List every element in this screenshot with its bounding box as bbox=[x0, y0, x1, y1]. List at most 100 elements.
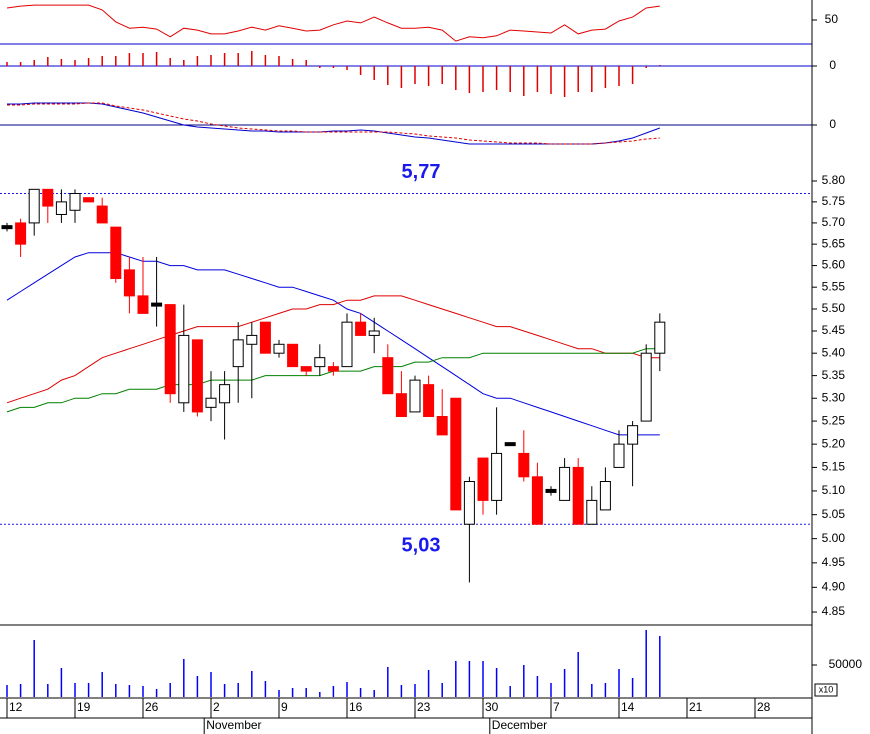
bar bbox=[659, 636, 661, 697]
bar bbox=[455, 66, 457, 90]
bar bbox=[631, 677, 634, 697]
bar bbox=[604, 66, 607, 88]
bar bbox=[414, 684, 416, 697]
candle-body bbox=[232, 339, 244, 368]
bar bbox=[495, 66, 498, 90]
bar bbox=[115, 684, 117, 697]
bar bbox=[563, 668, 566, 697]
bar bbox=[223, 684, 226, 697]
x-tick-label: 12 bbox=[9, 700, 23, 714]
bar bbox=[441, 682, 443, 697]
candle-body bbox=[69, 193, 81, 211]
bar bbox=[183, 658, 185, 697]
x-tick-label: 9 bbox=[281, 700, 288, 714]
bar bbox=[155, 689, 158, 697]
axis-note: x10 bbox=[819, 684, 834, 694]
y-tick-label: 5.60 bbox=[822, 258, 846, 272]
bar bbox=[74, 682, 76, 697]
bar bbox=[482, 66, 484, 92]
bar bbox=[468, 66, 471, 93]
candle-body bbox=[368, 330, 380, 336]
bar bbox=[210, 55, 212, 66]
x-tick-label: 21 bbox=[689, 700, 703, 714]
candle-body bbox=[463, 480, 475, 525]
bar bbox=[155, 52, 158, 66]
bar bbox=[550, 66, 552, 94]
candle-body bbox=[627, 425, 639, 445]
candle-body bbox=[518, 452, 530, 478]
bar bbox=[169, 58, 171, 66]
bar bbox=[631, 66, 634, 84]
bar bbox=[196, 56, 199, 66]
candle-body bbox=[15, 222, 27, 245]
bar bbox=[47, 684, 49, 697]
candle-body bbox=[151, 302, 163, 307]
candle-body bbox=[450, 397, 462, 511]
candle-body bbox=[300, 366, 312, 372]
bar bbox=[128, 685, 131, 697]
level-label: 5,77 bbox=[402, 161, 441, 183]
candle-body bbox=[382, 357, 394, 395]
bar bbox=[47, 57, 49, 66]
bar bbox=[6, 685, 8, 697]
bar bbox=[523, 66, 525, 96]
bar bbox=[60, 668, 63, 697]
bar bbox=[210, 671, 212, 697]
bar bbox=[183, 60, 185, 66]
candle-body bbox=[42, 188, 54, 207]
bar bbox=[400, 66, 403, 88]
candle-body bbox=[477, 457, 489, 501]
bar bbox=[115, 56, 117, 66]
bar bbox=[427, 669, 430, 697]
bar bbox=[373, 66, 375, 80]
bar bbox=[359, 66, 362, 75]
candle-body bbox=[586, 499, 598, 525]
bar bbox=[87, 58, 90, 66]
candle-body bbox=[191, 339, 203, 413]
y-tick-label: 5.05 bbox=[822, 507, 846, 521]
bar bbox=[618, 668, 620, 697]
bar bbox=[550, 682, 552, 697]
level-label: 5,03 bbox=[402, 535, 441, 557]
bar bbox=[536, 66, 539, 92]
bar bbox=[101, 671, 103, 697]
bar bbox=[373, 690, 375, 697]
bar bbox=[305, 687, 307, 697]
bar bbox=[359, 687, 362, 697]
bar bbox=[509, 685, 511, 697]
bar bbox=[482, 660, 484, 697]
bar bbox=[237, 682, 239, 697]
y-tick-label: 4.90 bbox=[822, 580, 846, 594]
candle-body bbox=[164, 304, 176, 395]
bar bbox=[577, 652, 579, 697]
candle-body bbox=[423, 384, 435, 417]
bar bbox=[536, 676, 539, 697]
y-tick-label: 5.30 bbox=[822, 390, 846, 404]
bar bbox=[19, 684, 22, 697]
bar bbox=[659, 65, 661, 66]
candle-body bbox=[205, 397, 217, 408]
candle-body bbox=[599, 480, 611, 511]
bar bbox=[251, 671, 253, 697]
bar bbox=[319, 66, 321, 68]
y-tick-label: 5.15 bbox=[822, 460, 846, 474]
candle-body bbox=[314, 357, 326, 368]
bar bbox=[645, 66, 647, 68]
bar bbox=[414, 66, 416, 84]
bar bbox=[278, 690, 280, 697]
bar bbox=[101, 56, 103, 66]
bar bbox=[60, 59, 63, 66]
month-label: November bbox=[206, 718, 261, 732]
bar bbox=[427, 66, 430, 86]
y-tick-label: 5.00 bbox=[822, 531, 846, 545]
y-tick-label: 5.45 bbox=[822, 323, 846, 337]
x-tick-label: 7 bbox=[553, 700, 560, 714]
bar bbox=[223, 53, 226, 66]
bar bbox=[400, 685, 403, 697]
candle-body bbox=[287, 343, 299, 368]
y-tick-label: 5.70 bbox=[822, 215, 846, 229]
candle-body bbox=[504, 442, 516, 447]
